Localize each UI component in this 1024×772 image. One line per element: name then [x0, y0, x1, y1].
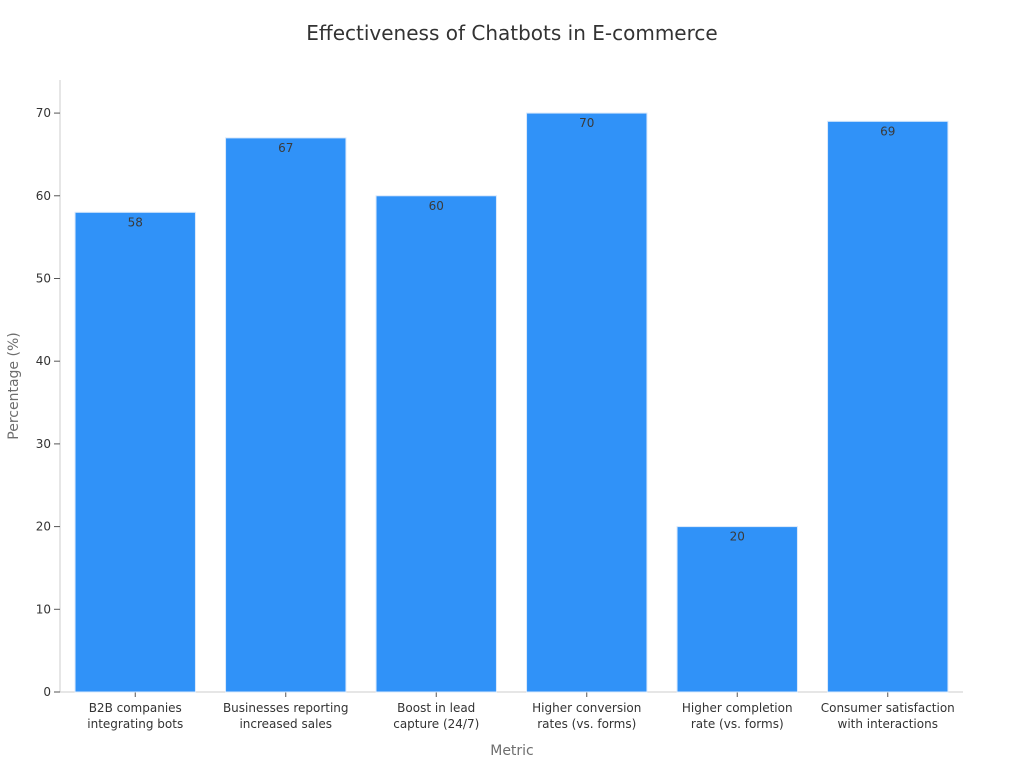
bar: [676, 526, 798, 693]
x-tick-label: Boost in lead: [397, 701, 475, 715]
bar-value-label: 58: [128, 215, 143, 229]
x-tick-label: with interactions: [838, 717, 938, 731]
bar-value-label: 70: [579, 116, 594, 130]
bar-value-label: 20: [730, 530, 745, 544]
x-tick-label: Businesses reporting: [223, 701, 349, 715]
bar: [827, 120, 949, 693]
y-tick-label: 60: [36, 189, 51, 203]
y-tick-label: 40: [36, 354, 51, 368]
y-tick-label: 30: [36, 437, 51, 451]
x-tick-label: increased sales: [239, 717, 332, 731]
y-axis-title: Percentage (%): [6, 332, 22, 439]
bar: [526, 112, 648, 693]
x-tick-label: capture (24/7): [393, 717, 479, 731]
x-tick-label: Consumer satisfaction: [821, 701, 955, 715]
x-axis: B2B companies integrating bots Businesses …: [60, 691, 963, 731]
x-tick-label: rate (vs. forms): [691, 717, 784, 731]
data-labels: 58 67 60 70 20 69: [128, 116, 896, 544]
x-tick-label: rates (vs. forms): [537, 717, 636, 731]
bar-value-label: 60: [429, 199, 444, 213]
y-tick-label: 70: [36, 106, 51, 120]
x-axis-title: Metric: [490, 743, 534, 759]
x-tick-label: integrating bots: [87, 717, 183, 731]
bar: [375, 195, 497, 693]
bar: [74, 211, 196, 693]
bar: [225, 137, 347, 693]
x-tick-label: Higher conversion: [532, 701, 641, 715]
bar-value-label: 67: [278, 141, 293, 155]
bar-value-label: 69: [880, 124, 895, 138]
y-tick-label: 50: [36, 271, 51, 285]
x-tick-label: Higher completion: [682, 701, 793, 715]
y-tick-label: 10: [36, 602, 51, 616]
chart-title: Effectiveness of Chatbots in E-commerce: [306, 21, 717, 45]
x-tick-label: B2B companies: [89, 701, 182, 715]
bars: [74, 112, 949, 693]
y-axis: 0 10 20 30 40 50 60 70: [36, 80, 61, 699]
y-tick-label: 20: [36, 520, 51, 534]
y-tick-label: 0: [43, 685, 51, 699]
